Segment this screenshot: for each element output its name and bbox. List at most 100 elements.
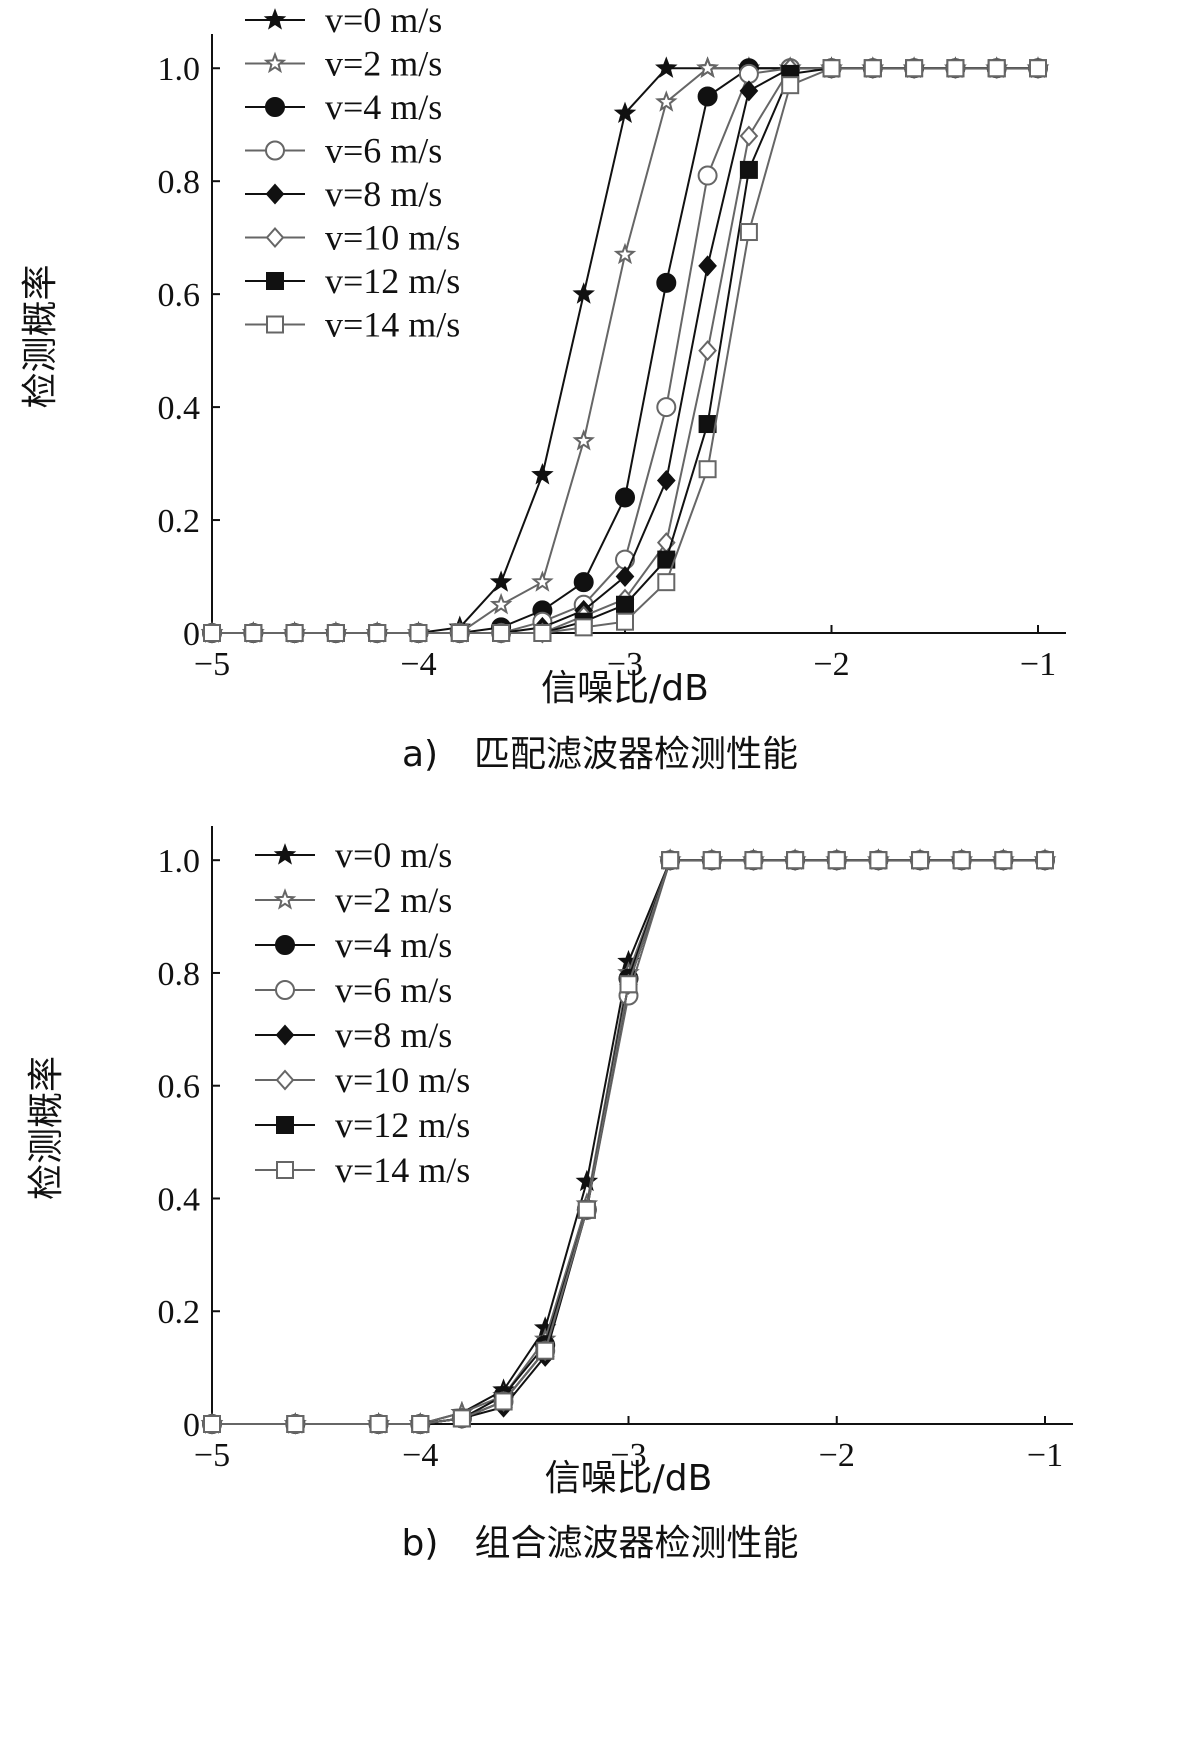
legend-item: v=4 m/s	[245, 87, 442, 127]
data-point	[822, 59, 841, 78]
legend-label: v=6 m/s	[335, 970, 452, 1010]
data-point	[911, 851, 930, 870]
x-tick-label: −4	[400, 646, 436, 683]
data-point	[698, 255, 717, 277]
data-point	[698, 460, 717, 479]
data-point	[615, 566, 635, 588]
y-tick-label: 1.0	[158, 843, 201, 880]
y-tick-label: 0.8	[158, 164, 201, 201]
legend-item: v=8 m/s	[245, 174, 442, 214]
data-point	[696, 56, 719, 78]
series-v-14-m-s	[203, 59, 1047, 642]
data-point	[655, 90, 678, 112]
data-point	[863, 59, 882, 78]
data-point	[409, 624, 428, 642]
data-point	[869, 851, 888, 870]
x-tick-label: −2	[819, 1437, 855, 1474]
legend-item: v=6 m/s	[255, 970, 452, 1010]
series-v-10-m-s	[202, 849, 1055, 1435]
panel-caption: b) 组合滤波器检测性能	[402, 1523, 799, 1564]
y-tick-label: 0.2	[158, 1294, 201, 1331]
data-point	[411, 1415, 430, 1433]
legend-item: v=14 m/s	[255, 1150, 470, 1190]
data-point	[994, 851, 1013, 870]
data-point	[244, 624, 263, 642]
data-point	[285, 624, 304, 642]
legend-marker	[275, 935, 295, 955]
data-point	[369, 1415, 388, 1433]
data-point	[616, 595, 634, 614]
data-point	[574, 618, 593, 637]
legend-item: v=2 m/s	[255, 880, 452, 920]
legend-marker	[266, 315, 284, 334]
x-axis-label: 信噪比/dB	[545, 1458, 713, 1499]
data-point	[450, 624, 469, 642]
legend-marker	[265, 226, 285, 249]
data-point	[613, 242, 637, 265]
legend-item: v=12 m/s	[245, 261, 460, 301]
legend-item: v=0 m/s	[255, 835, 452, 875]
legend-label: v=14 m/s	[335, 1150, 470, 1190]
legend-label: v=10 m/s	[325, 218, 460, 258]
data-point	[697, 165, 718, 186]
panel-b: 0 0.2 0.4 0.6 0.8 1.0 −5 −4 −3 −2 −1 信噪比/dB 检测概率 b) 组…	[26, 826, 1073, 1564]
data-point	[656, 397, 677, 418]
legend-item: v=8 m/s	[255, 1015, 452, 1055]
data-point	[697, 86, 718, 107]
legend-marker	[263, 8, 287, 30]
data-point	[489, 592, 513, 615]
y-tick-label: 0.6	[158, 277, 201, 314]
legend-label: v=4 m/s	[335, 925, 452, 965]
data-point	[744, 851, 763, 870]
x-axis-label: 信噪比/dB	[541, 668, 709, 709]
data-point	[698, 340, 717, 362]
data-point	[572, 429, 595, 451]
data-point	[656, 272, 677, 293]
legend-label: v=4 m/s	[325, 87, 442, 127]
series-v-8-m-s	[202, 849, 1055, 1435]
data-point	[987, 59, 1006, 78]
y-tick-label: 0.4	[158, 1181, 201, 1218]
data-point	[536, 1341, 555, 1360]
data-point	[494, 1392, 513, 1411]
legend-marker	[266, 272, 284, 290]
data-point	[952, 851, 971, 870]
legend-label: v=2 m/s	[335, 880, 452, 920]
data-point	[577, 1200, 596, 1219]
x-tick-label: −1	[1027, 1437, 1063, 1474]
legend-label: v=14 m/s	[325, 305, 460, 345]
legend-label: v=6 m/s	[325, 131, 442, 171]
legend-item: v=12 m/s	[255, 1105, 470, 1145]
y-tick-label: 0.4	[158, 390, 201, 427]
data-point	[827, 851, 846, 870]
legend-label: v=8 m/s	[335, 1015, 452, 1055]
data-point	[739, 160, 758, 179]
y-tick-label: 0.2	[158, 503, 201, 540]
legend-label: v=0 m/s	[335, 835, 452, 875]
series-v-6-m-s	[202, 850, 1055, 1434]
legend-item: v=10 m/s	[255, 1060, 470, 1100]
data-point	[656, 470, 676, 492]
legend-item: v=4 m/s	[255, 925, 452, 965]
data-point	[739, 80, 759, 102]
data-point	[452, 1409, 471, 1428]
legend-marker	[273, 888, 297, 910]
legend-item: v=10 m/s	[245, 218, 460, 258]
data-point	[326, 624, 345, 642]
data-point	[905, 59, 924, 78]
legend-marker	[275, 1069, 295, 1091]
legend-marker	[275, 1024, 295, 1046]
data-point	[489, 570, 513, 592]
data-point	[739, 125, 759, 147]
panel-caption: a) 匹配滤波器检测性能	[402, 734, 798, 775]
data-point	[368, 624, 387, 642]
legend-label: v=8 m/s	[325, 174, 442, 214]
x-tick-label: −5	[194, 646, 230, 683]
data-point	[531, 570, 554, 592]
data-point	[698, 415, 717, 434]
data-point	[781, 76, 800, 95]
x-tick-label: −4	[402, 1437, 438, 1474]
legend-label: v=0 m/s	[325, 0, 442, 40]
